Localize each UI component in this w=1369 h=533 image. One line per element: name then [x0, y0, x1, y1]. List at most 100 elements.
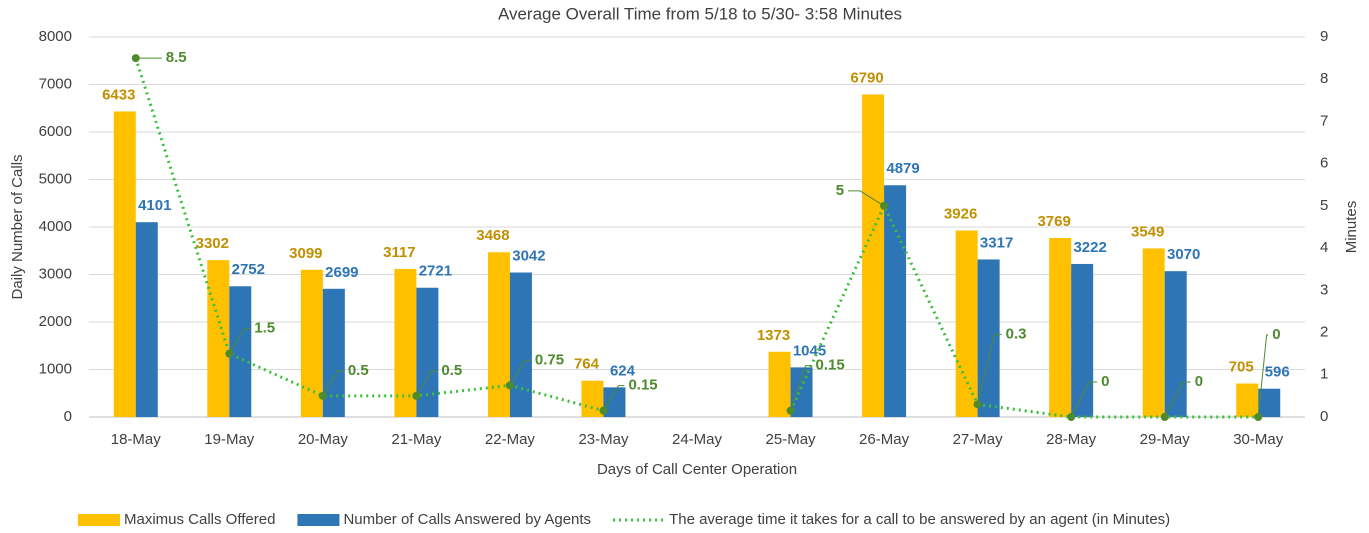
- data-label: 0.3: [1006, 325, 1027, 342]
- bar: [1164, 271, 1187, 417]
- data-label: 0.15: [816, 357, 845, 374]
- x-tick-label: 25-May: [766, 431, 817, 448]
- data-label: 3042: [512, 247, 545, 264]
- data-label: 6790: [850, 69, 883, 86]
- data-label: 0.15: [628, 377, 657, 394]
- bar: [135, 222, 158, 417]
- leader-line: [1070, 381, 1098, 418]
- y-tick-label: 2000: [39, 313, 72, 330]
- data-label: 0: [1272, 326, 1280, 343]
- bar: [1071, 263, 1094, 417]
- x-axis-title: Days of Call Center Operation: [597, 461, 797, 478]
- data-label: 3302: [196, 235, 229, 252]
- data-label: 3549: [1131, 223, 1164, 240]
- y2-tick-label: 6: [1320, 155, 1328, 172]
- leader-line: [848, 190, 885, 207]
- x-tick-label: 24-May: [672, 431, 723, 448]
- y-tick-label: 6000: [39, 123, 72, 140]
- leader-line: [1164, 381, 1191, 418]
- data-label: 4879: [886, 160, 919, 177]
- data-label: 3099: [289, 245, 322, 262]
- data-label: 1045: [793, 342, 826, 359]
- x-tick-label: 19-May: [204, 431, 255, 448]
- data-label: 2752: [232, 261, 265, 278]
- bar: [300, 269, 323, 417]
- y2-tick-label: 0: [1320, 408, 1328, 425]
- y-tick-label: 8000: [39, 28, 72, 45]
- data-label: 5: [836, 182, 844, 199]
- data-label: 705: [1229, 358, 1254, 375]
- y2-tick-label: 2: [1320, 324, 1328, 341]
- y2-tick-label: 5: [1320, 197, 1328, 214]
- x-tick-label: 29-May: [1140, 431, 1191, 448]
- bar: [113, 111, 136, 418]
- y2-tick-label: 3: [1320, 281, 1328, 298]
- legend-swatch: [297, 514, 340, 526]
- data-label: 596: [1265, 364, 1290, 381]
- leader-line: [509, 359, 531, 386]
- bar: [1236, 383, 1259, 417]
- y2-tick-label: 7: [1320, 112, 1328, 129]
- data-label: 0.5: [348, 362, 369, 379]
- x-tick-label: 20-May: [298, 431, 349, 448]
- bar: [1258, 388, 1281, 417]
- leader-line: [322, 370, 344, 397]
- bar: [229, 286, 252, 417]
- bar: [1142, 248, 1165, 417]
- leader-line: [1257, 334, 1269, 418]
- x-tick-label: 27-May: [953, 431, 1004, 448]
- data-label: 0.5: [441, 362, 462, 379]
- bar: [790, 367, 813, 417]
- leader-line: [603, 385, 625, 411]
- x-tick-label: 30-May: [1233, 431, 1284, 448]
- y-tick-label: 5000: [39, 170, 72, 187]
- bar: [416, 287, 439, 417]
- y2-tick-label: 1: [1320, 366, 1328, 383]
- bar: [862, 94, 885, 417]
- data-label: 3222: [1073, 239, 1106, 256]
- y2-tick-label: 9: [1320, 28, 1328, 45]
- x-tick-label: 22-May: [485, 431, 536, 448]
- leader-line: [790, 365, 812, 411]
- y-axis-title: Daily Number of Calls: [9, 154, 26, 299]
- bar: [955, 230, 978, 417]
- line: [789, 202, 1259, 419]
- bar: [603, 387, 626, 417]
- y2-tick-label: 4: [1320, 239, 1328, 256]
- bar: [977, 259, 1000, 417]
- data-label: 1373: [757, 327, 790, 344]
- x-tick-label: 21-May: [391, 431, 442, 448]
- data-label: 3769: [1037, 213, 1070, 230]
- leader-line: [977, 333, 1002, 405]
- data-label: 4101: [138, 197, 171, 214]
- y-tick-label: 0: [64, 408, 72, 425]
- data-label: 0: [1101, 373, 1109, 390]
- x-tick-label: 23-May: [578, 431, 629, 448]
- data-label: 8.5: [166, 49, 187, 66]
- data-label: 3926: [944, 205, 977, 222]
- leader-line: [228, 328, 251, 354]
- data-label: 0.75: [535, 351, 564, 368]
- y-tick-label: 1000: [39, 360, 72, 377]
- legend-label: Number of Calls Answered by Agents: [343, 511, 591, 528]
- bar: [394, 268, 417, 417]
- data-label: 2721: [419, 263, 452, 280]
- data-label: 2699: [325, 264, 358, 281]
- legend-swatch: [78, 514, 120, 526]
- data-label: 6433: [102, 86, 135, 103]
- data-label: 624: [610, 362, 636, 379]
- bar: [1049, 237, 1072, 417]
- x-tick-label: 26-May: [859, 431, 910, 448]
- data-label: 0: [1195, 373, 1203, 390]
- data-label: 3117: [383, 244, 416, 261]
- bar: [509, 272, 532, 417]
- bar: [768, 351, 791, 417]
- legend-label: The average time it takes for a call to …: [669, 511, 1170, 528]
- y-tick-label: 3000: [39, 265, 72, 282]
- x-tick-label: 18-May: [111, 431, 162, 448]
- leader-line: [415, 370, 438, 397]
- data-label: 3468: [476, 227, 509, 244]
- bar: [487, 252, 510, 417]
- line: [134, 57, 604, 413]
- data-label: 3070: [1167, 246, 1200, 263]
